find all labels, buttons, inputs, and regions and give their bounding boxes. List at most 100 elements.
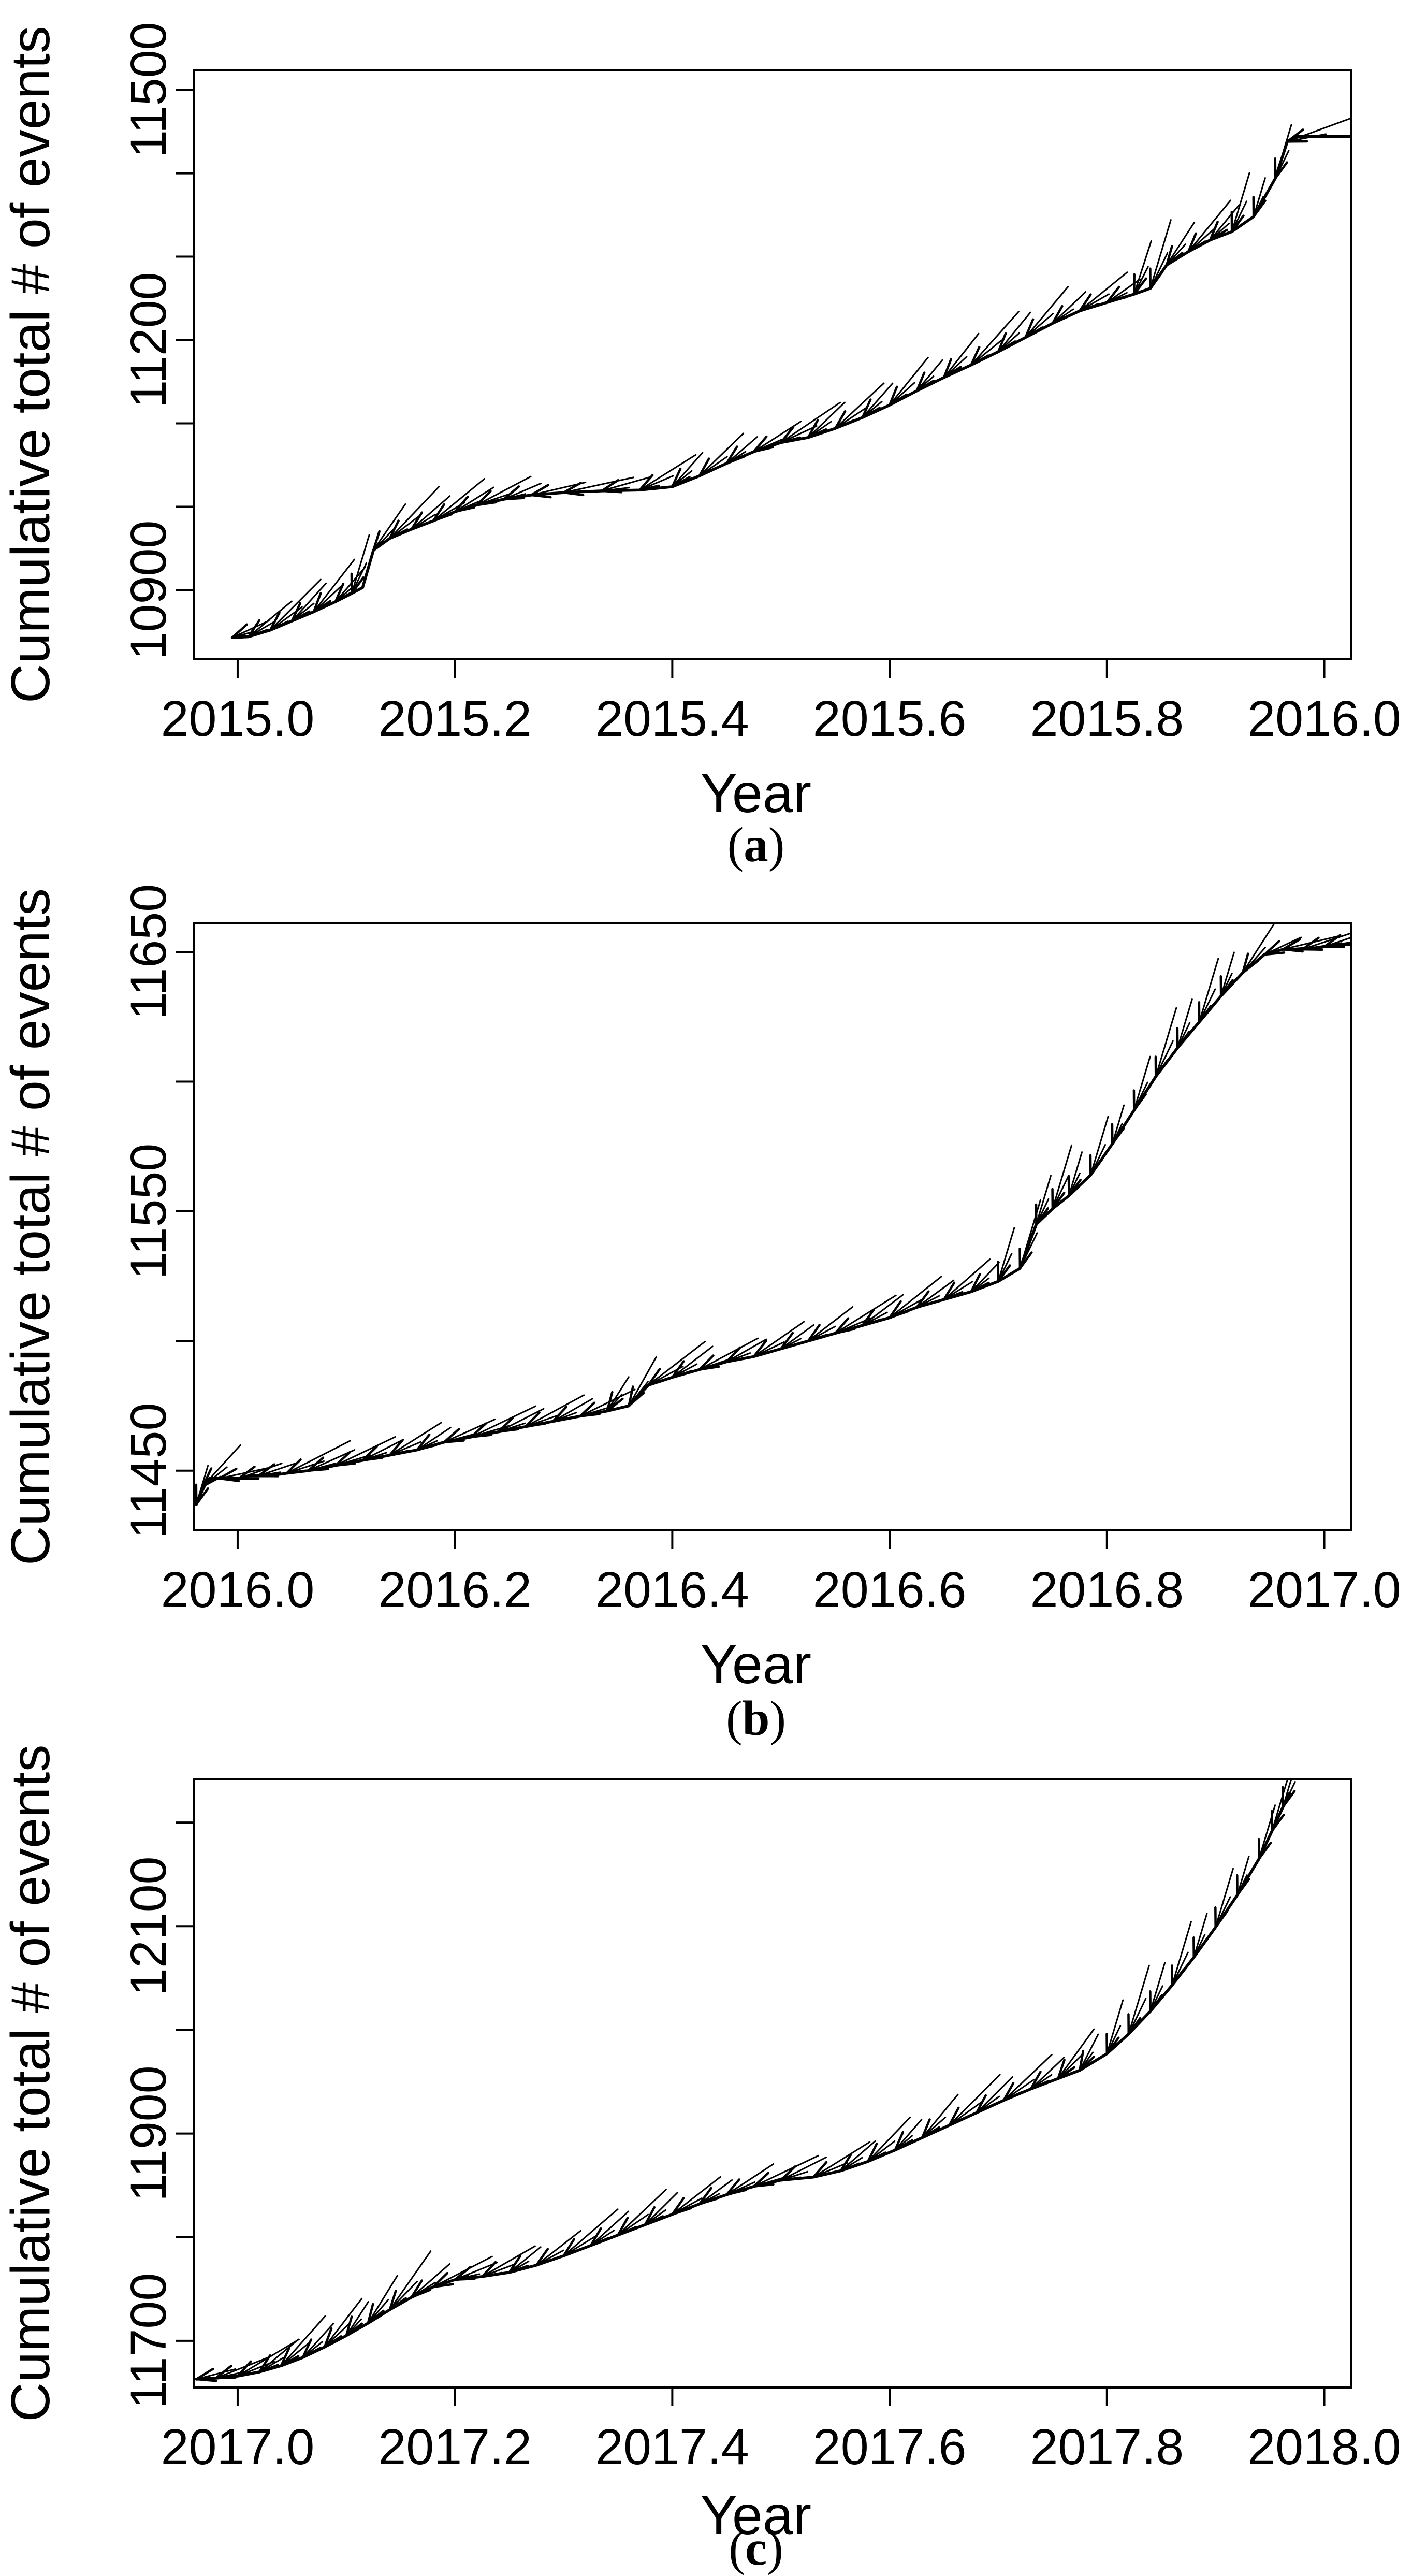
forecast-ray xyxy=(606,1376,630,1412)
forecast-ray xyxy=(889,356,929,406)
arrowhead-barb xyxy=(470,1422,487,1438)
forecast-ray xyxy=(601,476,651,492)
arrowhead-barb xyxy=(388,2290,397,2311)
forecast-ray xyxy=(1106,1999,1124,2054)
forecast-ray xyxy=(780,2156,827,2181)
x-tick-label: 2017.6 xyxy=(813,2419,967,2475)
arrowhead-barb xyxy=(218,1467,238,1480)
arrowhead-barb xyxy=(1187,232,1197,253)
arrowhead-barb xyxy=(432,503,445,523)
forecast-ray xyxy=(248,600,293,638)
forecast-ray xyxy=(943,1258,991,1300)
x-tick-label: 2016.8 xyxy=(1030,1561,1184,1618)
arrowhead-barb xyxy=(617,2217,629,2236)
x-axis-title: Year xyxy=(701,1634,811,1695)
arrowhead-barb xyxy=(1209,220,1219,241)
y-axis-title: Cumulative total # of events xyxy=(0,888,61,1566)
arrowhead-barb xyxy=(921,2118,931,2139)
forecast-ray xyxy=(780,401,841,443)
arrowhead-barb xyxy=(861,1308,876,1327)
forecast-ray xyxy=(372,503,406,551)
arrowhead-barb xyxy=(443,1428,460,1443)
x-tick-label: 2017.2 xyxy=(378,2419,532,2475)
forecast-ray xyxy=(481,2245,536,2278)
x-tick-label: 2016.0 xyxy=(161,1561,315,1618)
arrowhead-barb xyxy=(725,1346,741,1363)
arrowhead-barb xyxy=(970,345,981,367)
arrowhead-barb xyxy=(779,2165,796,2181)
forecast-ray xyxy=(324,2297,363,2348)
forecast-ray xyxy=(231,619,270,639)
forecast-ray xyxy=(840,2140,876,2172)
forecast-ray xyxy=(867,2116,911,2163)
forecast-ray xyxy=(862,1294,904,1326)
forecast-ray xyxy=(753,1321,805,1357)
forecast-ray xyxy=(563,476,634,494)
arrowhead-barb xyxy=(432,2271,449,2289)
plot-frame-c xyxy=(193,1778,1352,2389)
forecast-ray xyxy=(1323,936,1352,948)
forecast-ray xyxy=(280,2315,326,2367)
forecast-ray xyxy=(807,1306,853,1342)
arrowhead-barb xyxy=(1029,2071,1042,2090)
cumulative-curve-c xyxy=(195,1792,1291,2381)
arrowhead-barb xyxy=(454,495,469,513)
arrowhead-barb xyxy=(628,1385,634,1407)
forecast-ray xyxy=(698,432,745,477)
arrowhead-barb xyxy=(280,2347,290,2367)
forecast-ray xyxy=(725,1338,767,1363)
forecast-ray xyxy=(671,2176,721,2216)
forecast-ray xyxy=(590,2210,630,2247)
forecast-ray xyxy=(552,1398,593,1423)
arrowhead-barb xyxy=(388,519,400,540)
forecast-ray xyxy=(1242,922,1276,974)
y-tick-label: 11700 xyxy=(120,2273,177,2409)
forecast-ray xyxy=(1253,177,1266,218)
arrowhead-barb xyxy=(345,2315,353,2337)
forecast-ray xyxy=(476,475,532,506)
arrowhead-barb xyxy=(671,1360,685,1379)
forecast-ray xyxy=(753,2154,819,2188)
arrowhead-barb xyxy=(301,2338,313,2359)
forecast-ray xyxy=(916,359,943,392)
arrowhead-barb xyxy=(195,2367,214,2381)
arrowhead-barb xyxy=(551,1406,567,1423)
forecast-ray xyxy=(834,1294,897,1334)
arrowhead-barb xyxy=(334,582,345,603)
y-tick-label: 11200 xyxy=(120,272,177,408)
forecast-ray xyxy=(285,1440,351,1474)
forecast-ray xyxy=(638,454,697,491)
forecast-ray xyxy=(345,2301,369,2337)
x-tick-label: 2017.4 xyxy=(595,2419,749,2475)
y-tick-label: 12100 xyxy=(120,1856,177,1996)
cumulative-curve-a xyxy=(230,135,1352,639)
forecast-ray xyxy=(416,1427,452,1451)
arrowhead-barb xyxy=(508,2254,521,2274)
forecast-ray xyxy=(1052,1144,1073,1210)
arrowhead-barb xyxy=(839,2153,853,2172)
forecast-ray xyxy=(698,2179,733,2205)
x-tick-label: 2015.6 xyxy=(813,690,967,747)
y-tick-label: 11550 xyxy=(120,1144,177,1280)
arrowhead-barb xyxy=(334,1451,351,1467)
arrowhead-barb xyxy=(861,398,872,419)
forecast-ray xyxy=(432,2255,493,2288)
forecast-ray xyxy=(1128,1998,1147,2035)
y-tick-label: 11500 xyxy=(120,22,177,158)
forecast-ray xyxy=(617,2189,667,2236)
arrowhead-barb xyxy=(942,1281,956,1301)
forecast-ray xyxy=(1166,221,1196,266)
forecast-ray xyxy=(1198,958,1219,1023)
forecast-ray xyxy=(1052,291,1087,324)
forecast-ray xyxy=(470,1405,537,1438)
forecast-ray xyxy=(454,486,494,513)
forecast-ray xyxy=(780,1324,814,1350)
y-tick-label: 11900 xyxy=(120,2065,177,2202)
arrowhead-barb xyxy=(725,445,738,465)
forecast-ray xyxy=(889,1276,942,1319)
forecast-ray xyxy=(671,452,704,488)
arrowhead-barb xyxy=(1079,2049,1085,2072)
forecast-ray xyxy=(411,495,451,530)
